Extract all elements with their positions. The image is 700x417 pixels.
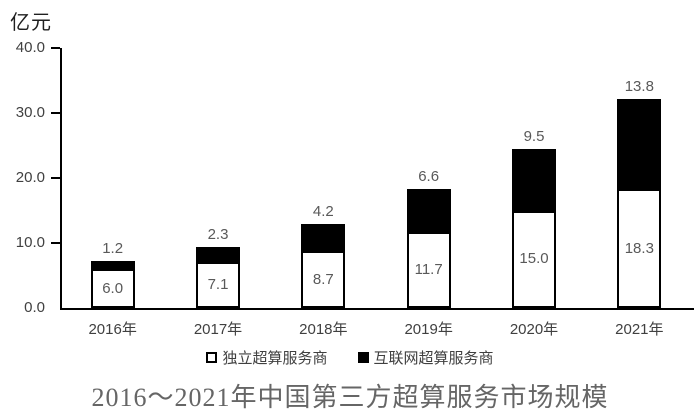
bar-segment-internet — [512, 148, 556, 211]
bar-segment-independent — [196, 261, 240, 308]
legend-label-independent: 独立超算服务商 — [222, 350, 328, 367]
value-label-internet: 4.2 — [312, 203, 334, 221]
y-tick-label: 40.0 — [15, 39, 45, 56]
x-category-label: 2021年 — [615, 321, 664, 338]
legend-label-internet: 互联网超算服务商 — [373, 350, 494, 367]
legend-swatch-independent-icon — [206, 352, 218, 363]
y-tick-label: 20.0 — [15, 169, 45, 186]
y-tick-mark — [51, 242, 60, 244]
legend-swatch-internet-icon — [357, 352, 369, 363]
bar-segment-independent — [512, 210, 556, 308]
bar-segment-internet — [301, 224, 346, 252]
legend-item-independent: 独立超算服务商 — [206, 347, 328, 368]
legend-item-internet: 互联网超算服务商 — [357, 347, 494, 368]
y-tick-mark — [51, 177, 60, 179]
value-label-internet: 6.6 — [418, 168, 440, 186]
value-label-independent: 18.3 — [624, 239, 654, 257]
value-label-internet: 2.3 — [207, 225, 229, 243]
y-tick-label: 10.0 — [15, 234, 45, 251]
legend: 独立超算服务商 互联网超算服务商 — [0, 347, 700, 368]
bar-segment-internet — [617, 99, 662, 190]
bar-segment-independent — [617, 189, 662, 308]
x-category-label: 2017年 — [193, 321, 243, 338]
value-label-internet: 1.2 — [102, 240, 124, 258]
axis-frame — [60, 48, 694, 310]
y-tick-label: 0.0 — [24, 299, 45, 316]
value-label-internet: 13.8 — [624, 78, 654, 96]
value-label-independent: 15.0 — [519, 250, 549, 268]
chart-title: 2016～2021年中国第三方超算服务市场规模 — [91, 383, 609, 412]
y-tick-mark — [51, 112, 60, 114]
value-label-independent: 7.1 — [207, 275, 229, 293]
y-tick-label: 30.0 — [15, 104, 45, 121]
bar-segment-internet — [196, 246, 240, 262]
y-axis-unit-label: 亿元 — [10, 12, 52, 34]
bar-segment-internet — [406, 189, 451, 232]
y-tick-mark — [51, 47, 60, 49]
bar-segment-independent — [90, 269, 135, 308]
bar-segment-internet — [90, 261, 135, 269]
value-label-independent: 6.0 — [102, 279, 124, 297]
value-label-independent: 8.7 — [312, 270, 334, 288]
bar-segment-independent — [301, 251, 346, 308]
value-label-internet: 9.5 — [523, 127, 545, 145]
value-label-independent: 11.7 — [414, 260, 443, 278]
bar-segment-independent — [406, 231, 451, 308]
x-category-label: 2018年 — [299, 321, 348, 338]
x-category-label: 2020年 — [509, 321, 559, 338]
x-category-label: 2019年 — [404, 321, 453, 338]
x-category-label: 2016年 — [88, 321, 137, 338]
